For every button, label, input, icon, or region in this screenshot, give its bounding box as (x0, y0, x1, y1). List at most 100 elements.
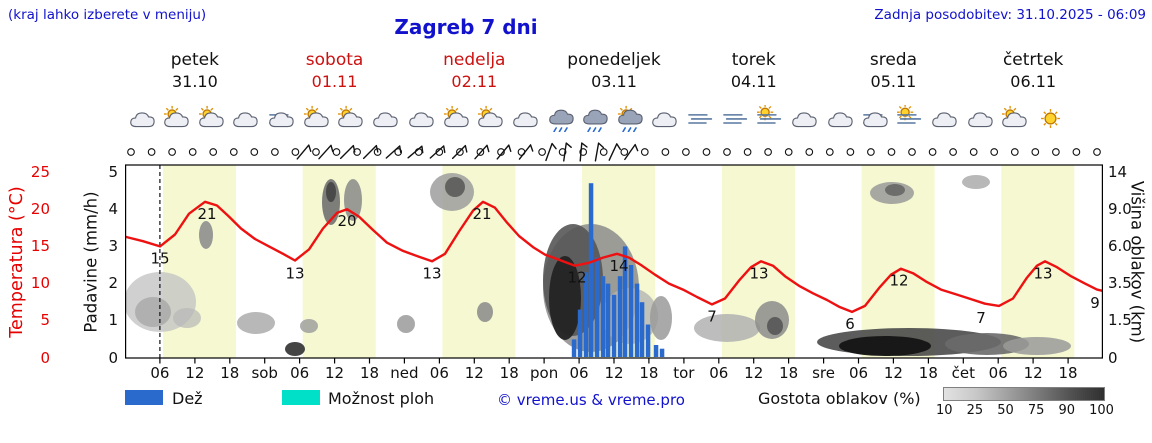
precip-axis-tick: 0 (108, 349, 118, 367)
x-axis-tick: tor (673, 364, 695, 382)
rain-legend-swatch (125, 390, 163, 405)
cover-circle (209, 148, 218, 156)
cloud-blob (694, 314, 760, 342)
x-axis-tick: 18 (359, 364, 380, 382)
cover-circle (1010, 148, 1019, 156)
cover-circle (332, 148, 341, 156)
cover-circle (846, 148, 855, 156)
temp-value-label: 13 (749, 264, 768, 282)
cloud-moon-icon (373, 106, 398, 127)
x-axis-tick: 18 (639, 364, 659, 382)
cloud-blob (397, 315, 415, 333)
cover-circle (271, 148, 279, 156)
wind-barb (518, 144, 534, 160)
sun-cloud-icon (164, 105, 189, 127)
rain-legend-label: Dež (172, 389, 203, 408)
wind-barb (563, 142, 572, 162)
temp-value-label: 13 (1033, 264, 1052, 282)
cloud-blob (839, 336, 931, 356)
cloud-blob (285, 342, 305, 356)
cloud-blob (650, 296, 672, 340)
cloud-blob (962, 175, 990, 189)
x-axis-tick: 06 (988, 364, 1008, 382)
cover-circle (620, 148, 629, 156)
rain-bar (622, 246, 628, 357)
x-axis-tick: 06 (848, 364, 869, 382)
cloud-blob (135, 297, 171, 327)
cover-circle (147, 148, 156, 156)
precip-axis-tick: 2 (108, 274, 118, 292)
x-axis-tick: ned (390, 364, 419, 382)
cloud-axis-tick: 9.0 (1108, 200, 1132, 218)
rain-bar (571, 339, 577, 357)
rain-bar (653, 345, 659, 357)
day-date: 03.11 (591, 72, 637, 91)
temp-axis-tick: 0 (40, 349, 50, 367)
day-name: sreda (869, 50, 918, 70)
x-axis-tick: 18 (779, 364, 799, 382)
temp-value-label: 21 (472, 205, 491, 223)
rain-bar (588, 183, 594, 357)
cloud-density-tick: 10 (936, 403, 953, 418)
wind-cloud-icon (862, 111, 888, 127)
wind-cloud-icon (269, 111, 294, 127)
x-axis-tick: čet (951, 364, 975, 382)
meteogram-chart: 15 21 13 20 13 21 12 14 7 13 6 12 7 13 9 (125, 142, 1103, 364)
wind-barb (296, 144, 312, 160)
x-axis-tick: sob (251, 364, 278, 382)
day-header-petek: petek 31.10 (125, 50, 265, 92)
day-header-nedelja: nedelja 02.11 (404, 50, 544, 92)
cloud-density-gradient (943, 387, 1105, 401)
cloud-axis-tick: 3.5 (1108, 274, 1132, 292)
wind-barb (451, 144, 468, 160)
wind-icon (723, 113, 748, 124)
x-axis-tick: 12 (604, 364, 624, 382)
wind-barb (545, 142, 557, 162)
cloud-blob (237, 312, 275, 334)
cloud-blob (300, 319, 318, 333)
rain-bar (600, 276, 606, 357)
x-axis-tick: 18 (1058, 364, 1078, 382)
cloud-density-tick: 90 (1058, 403, 1076, 418)
x-axis-tick: 18 (220, 364, 240, 382)
sun-cloud-icon (338, 105, 363, 127)
daytime-band (1001, 165, 1075, 358)
last-update: Zadnja posodobitev: 31.10.2025 - 06:09 (874, 7, 1146, 23)
moon-cloud-icon (409, 106, 434, 127)
day-icons (125, 97, 265, 139)
cloud-density-tick: 75 (1027, 403, 1045, 418)
cover-circle (887, 148, 896, 156)
cloud-blob (767, 317, 783, 335)
day-icons (265, 97, 405, 139)
x-axis-tick: 06 (569, 364, 589, 382)
x-axis-tick: sre (812, 364, 835, 382)
rain-icon (548, 109, 574, 132)
temp-value-label: 12 (567, 269, 586, 287)
temp-value-label: 9 (1090, 294, 1100, 312)
cloud-density-scale: 10 25 50 75 90 100 (936, 403, 1114, 418)
cover-circle (168, 148, 176, 156)
cloud-blob (173, 308, 201, 328)
cloud-icon (968, 111, 993, 127)
copyright-link[interactable]: © vreme.us & vreme.pro (497, 391, 685, 409)
wind-barb (385, 145, 402, 159)
cover-circle (661, 148, 670, 156)
cloud-icon (931, 111, 957, 127)
wind-barb (579, 142, 588, 162)
x-axis-tick: 06 (709, 364, 729, 382)
sun-icon (1040, 108, 1060, 128)
temp-axis-tick: 15 (30, 237, 50, 255)
cover-circle (825, 148, 834, 156)
cover-circle (743, 148, 752, 156)
cover-circle (127, 148, 135, 156)
cloud-density-label: Gostota oblakov (%) (758, 389, 921, 408)
moon-icon (1078, 111, 1085, 125)
cloud-sun-icon (303, 105, 329, 127)
rain-bar (617, 276, 623, 357)
rain-bar (611, 294, 617, 357)
x-axis-ticks (159, 358, 1069, 364)
cover-circle (723, 148, 731, 156)
wind-barb (608, 143, 622, 161)
cloud-axis-tick: 14 (1108, 163, 1128, 181)
